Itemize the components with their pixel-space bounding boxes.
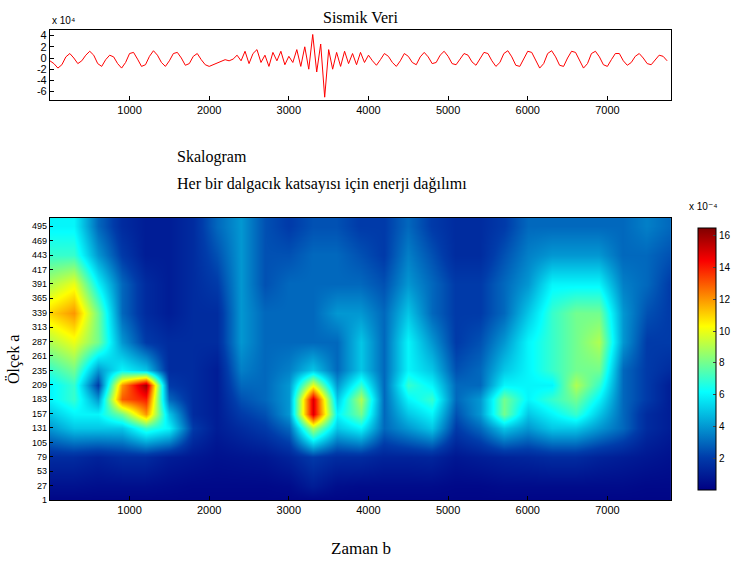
svg-text:x 10⁻⁴: x 10⁻⁴ — [689, 201, 717, 212]
svg-text:1: 1 — [42, 495, 47, 505]
svg-text:0: 0 — [41, 52, 47, 64]
svg-text:16: 16 — [719, 230, 731, 241]
svg-text:27: 27 — [37, 481, 47, 491]
svg-text:157: 157 — [32, 409, 47, 419]
svg-text:Ölçek a: Ölçek a — [5, 335, 23, 384]
svg-text:4: 4 — [719, 421, 725, 432]
svg-text:235: 235 — [32, 366, 47, 376]
svg-text:287: 287 — [32, 337, 47, 347]
svg-text:6000: 6000 — [516, 104, 540, 116]
svg-text:6000: 6000 — [516, 504, 540, 516]
svg-text:Sismik Veri: Sismik Veri — [323, 9, 398, 26]
svg-text:12: 12 — [719, 294, 731, 305]
svg-text:3000: 3000 — [277, 104, 301, 116]
svg-text:7000: 7000 — [595, 104, 619, 116]
svg-text:-2: -2 — [37, 63, 47, 75]
svg-text:313: 313 — [32, 322, 47, 332]
svg-text:3000: 3000 — [277, 504, 301, 516]
svg-text:495: 495 — [32, 221, 47, 231]
svg-text:469: 469 — [32, 236, 47, 246]
svg-text:2: 2 — [41, 41, 47, 53]
svg-text:105: 105 — [32, 438, 47, 448]
svg-text:6: 6 — [719, 389, 725, 400]
svg-text:209: 209 — [32, 380, 47, 390]
svg-text:2000: 2000 — [197, 104, 221, 116]
svg-text:10: 10 — [719, 326, 731, 337]
svg-text:4000: 4000 — [356, 104, 380, 116]
svg-text:443: 443 — [32, 250, 47, 260]
svg-text:5000: 5000 — [436, 104, 460, 116]
svg-text:391: 391 — [32, 279, 47, 289]
svg-text:-6: -6 — [37, 85, 47, 97]
svg-text:365: 365 — [32, 293, 47, 303]
svg-text:4: 4 — [41, 29, 47, 41]
svg-text:8: 8 — [719, 357, 725, 368]
svg-text:417: 417 — [32, 265, 47, 275]
svg-text:4000: 4000 — [356, 504, 380, 516]
svg-text:Her bir dalgacık katsayısı içi: Her bir dalgacık katsayısı için enerji d… — [177, 175, 467, 193]
svg-text:1000: 1000 — [117, 504, 141, 516]
svg-text:5000: 5000 — [436, 504, 460, 516]
svg-text:53: 53 — [37, 466, 47, 476]
svg-text:-4: -4 — [37, 74, 47, 86]
svg-text:131: 131 — [32, 423, 47, 433]
svg-text:1000: 1000 — [117, 104, 141, 116]
svg-text:7000: 7000 — [595, 504, 619, 516]
svg-text:14: 14 — [719, 262, 731, 273]
svg-text:Zaman b: Zaman b — [331, 539, 391, 558]
svg-text:2: 2 — [719, 453, 725, 464]
svg-text:79: 79 — [37, 452, 47, 462]
svg-text:183: 183 — [32, 394, 47, 404]
svg-text:2000: 2000 — [197, 504, 221, 516]
svg-text:261: 261 — [32, 351, 47, 361]
svg-text:339: 339 — [32, 308, 47, 318]
svg-text:Skalogram: Skalogram — [177, 148, 247, 166]
svg-text:x 10⁴: x 10⁴ — [52, 15, 75, 26]
